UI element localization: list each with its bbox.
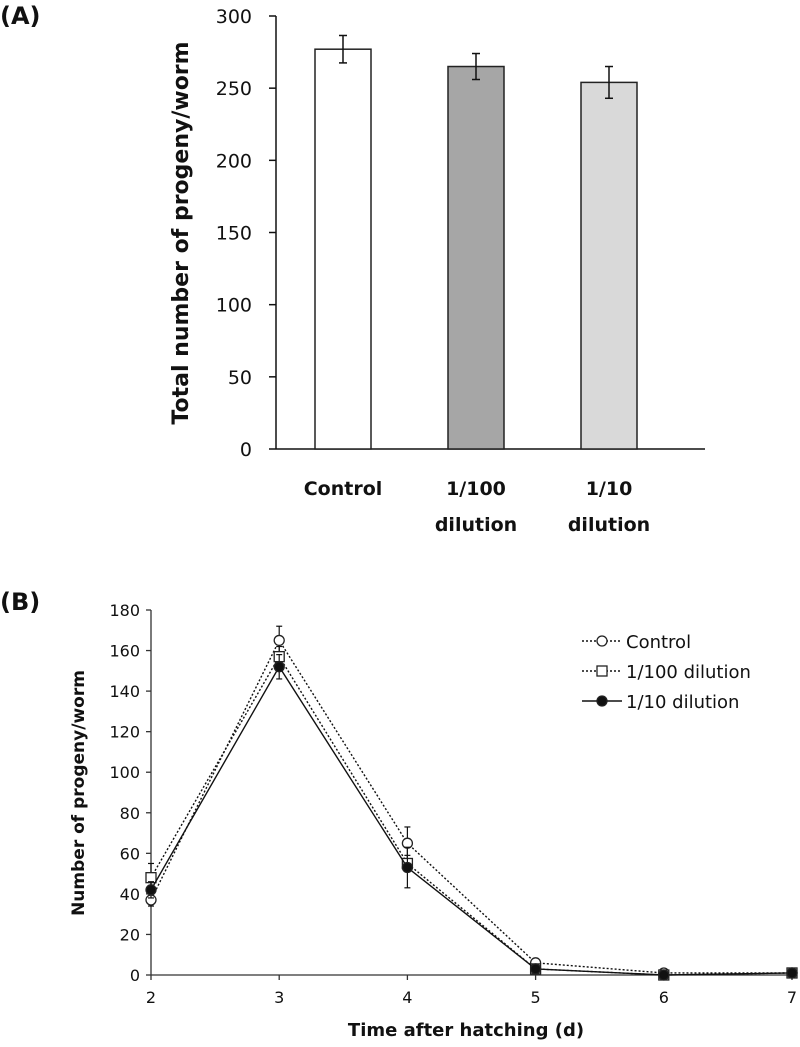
data-point-open-circle bbox=[596, 635, 608, 647]
x-tick-label: 1/10 bbox=[586, 478, 633, 500]
data-point-filled-circle bbox=[596, 695, 608, 707]
series-line bbox=[150, 638, 792, 974]
data-point-filled-circle bbox=[786, 967, 798, 979]
x-tick-label: 1/100 bbox=[446, 478, 506, 500]
x-tick-label: 7 bbox=[787, 988, 797, 1007]
panel-b-y-axis-title: Number of progeny/worm bbox=[69, 670, 89, 916]
legend-label: 1/10 dilution bbox=[626, 692, 739, 713]
y-tick-label: 120 bbox=[109, 723, 140, 742]
bar bbox=[447, 65, 505, 450]
y-tick-label: 50 bbox=[228, 367, 252, 389]
y-tick-label: 160 bbox=[109, 642, 140, 661]
panel-b-label: (B) bbox=[0, 588, 40, 616]
legend-label: Control bbox=[626, 632, 691, 653]
y-tick-label: 0 bbox=[130, 966, 140, 985]
data-point-filled-circle bbox=[401, 861, 414, 874]
y-tick-label: 80 bbox=[120, 804, 140, 823]
y-tick-label: 140 bbox=[109, 682, 140, 701]
y-tick-label: 200 bbox=[216, 150, 252, 172]
data-point-square bbox=[596, 665, 608, 677]
panel-b-x-axis-title: Time after hatching (d) bbox=[348, 1020, 584, 1041]
series-line bbox=[150, 655, 793, 976]
y-tick-label: 60 bbox=[120, 844, 140, 863]
data-point-filled-circle bbox=[145, 884, 157, 896]
legend-label: 1/100 dilution bbox=[626, 662, 751, 683]
y-tick-label: 180 bbox=[109, 601, 140, 620]
x-tick-label: dilution bbox=[568, 514, 650, 536]
panel-a-label: (A) bbox=[0, 2, 41, 30]
series-line bbox=[150, 665, 793, 976]
y-tick-label: 20 bbox=[120, 925, 140, 944]
y-tick-label: 40 bbox=[120, 885, 140, 904]
x-tick-label: 3 bbox=[274, 988, 284, 1007]
data-point-filled-circle bbox=[658, 969, 670, 981]
x-tick-label: 5 bbox=[531, 988, 541, 1007]
y-tick-label: 250 bbox=[216, 78, 252, 100]
x-tick-label: 2 bbox=[146, 988, 156, 1007]
y-tick-label: 150 bbox=[216, 223, 252, 245]
data-point-filled-circle bbox=[273, 661, 285, 673]
x-tick-label: dilution bbox=[435, 514, 517, 536]
bar bbox=[314, 48, 372, 450]
x-tick-label: Control bbox=[304, 478, 383, 500]
bar bbox=[580, 81, 638, 450]
x-tick-label: 4 bbox=[402, 988, 412, 1007]
line-chart-b: 0 20 40 60 80 100 120 140 160 180 2 3 4 5 6 7 Control 1/1… bbox=[109, 601, 798, 1007]
y-tick-label: 300 bbox=[216, 6, 252, 28]
y-tick-label: 100 bbox=[216, 295, 252, 317]
y-tick-label: 0 bbox=[240, 439, 252, 461]
x-tick-label: 6 bbox=[659, 988, 669, 1007]
y-tick-label: 100 bbox=[109, 763, 140, 782]
data-point-filled-circle bbox=[529, 963, 542, 975]
data-point-open-circle bbox=[273, 634, 285, 647]
bar-chart-a: 0 50 100 150 200 250 300 Control 1/100 dilution 1/… bbox=[216, 6, 705, 536]
panel-a-y-axis-title: Total number of progeny/worm bbox=[169, 41, 194, 424]
